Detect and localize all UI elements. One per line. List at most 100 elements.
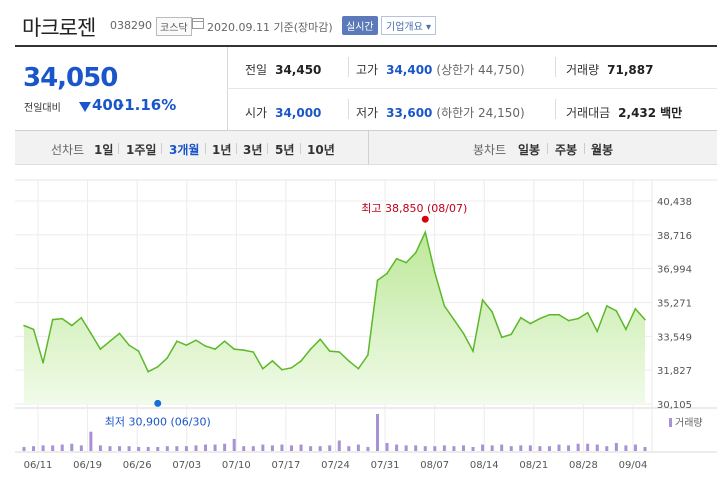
volume-bar bbox=[633, 444, 637, 451]
volume-bar bbox=[213, 444, 217, 451]
price-point bbox=[309, 348, 312, 350]
volume-bar bbox=[452, 446, 456, 451]
y-tick-label: 30,105 bbox=[657, 400, 692, 411]
price-point bbox=[338, 351, 341, 353]
price-point bbox=[195, 339, 197, 342]
x-tick-label: 08/21 bbox=[519, 460, 548, 471]
price-point bbox=[376, 279, 379, 282]
volume-bar bbox=[70, 443, 74, 451]
line-chart-label: 선차트 bbox=[51, 143, 85, 157]
price-point bbox=[586, 311, 589, 314]
volume-bar bbox=[270, 445, 274, 451]
price-point bbox=[32, 328, 35, 331]
tab-weekly-candle[interactable]: 주봉 bbox=[555, 143, 578, 157]
quote-panel: 34,050 전일대비 400 -1.16% 전일 34,450 고가 34,400… bbox=[15, 47, 717, 131]
tab-3y[interactable]: 3년 bbox=[243, 143, 263, 157]
volume-bar bbox=[404, 445, 408, 451]
price-point bbox=[567, 319, 570, 322]
stock-name: 마크로젠 bbox=[22, 16, 96, 40]
price-point bbox=[271, 360, 274, 362]
price-point bbox=[443, 305, 446, 307]
price-point bbox=[319, 338, 321, 341]
price-point bbox=[558, 313, 560, 316]
calendar-icon bbox=[192, 18, 204, 29]
change-value: 400 bbox=[92, 96, 124, 114]
price-point bbox=[242, 349, 245, 351]
price-point bbox=[70, 324, 73, 327]
price-point bbox=[625, 328, 627, 331]
volume-bar bbox=[309, 446, 313, 451]
tab-1w[interactable]: 1주일 bbox=[126, 143, 157, 157]
quote-row-divider bbox=[227, 88, 717, 89]
y-axis-labels: 40,438 38,716 36,994 35,271 33,549 31,827 30,1… bbox=[657, 197, 692, 411]
price-point bbox=[424, 231, 427, 233]
volume-bar bbox=[328, 445, 332, 451]
candle-chart-label: 봉차트 bbox=[473, 143, 507, 157]
price-point bbox=[367, 354, 369, 356]
tab-separator bbox=[547, 143, 548, 154]
price-point bbox=[204, 345, 207, 347]
tab-daily-candle[interactable]: 일봉 bbox=[518, 143, 541, 157]
volume-bar bbox=[22, 446, 26, 451]
price-point bbox=[185, 344, 188, 346]
x-tick-label: 07/17 bbox=[272, 460, 301, 471]
volume-bar bbox=[643, 446, 647, 451]
price-point bbox=[472, 350, 474, 352]
y-tick-label: 35,271 bbox=[657, 299, 692, 310]
tab-1d[interactable]: 1일 bbox=[94, 143, 114, 157]
price-point bbox=[156, 365, 159, 368]
volume-legend-swatch bbox=[669, 418, 672, 427]
price-point bbox=[577, 317, 579, 320]
tab-5y[interactable]: 5년 bbox=[275, 143, 295, 157]
volume-bar bbox=[232, 438, 236, 451]
volume-bar bbox=[89, 431, 93, 451]
realtime-button[interactable]: 실시간 bbox=[342, 16, 378, 35]
price-point bbox=[223, 340, 226, 343]
tab-separator bbox=[300, 143, 301, 154]
tab-monthly-candle[interactable]: 월봉 bbox=[591, 143, 614, 157]
price-area bbox=[24, 232, 645, 404]
volume-bar bbox=[146, 446, 150, 451]
price-point bbox=[500, 336, 503, 339]
tab-10y[interactable]: 10년 bbox=[307, 143, 335, 157]
x-tick-label: 07/24 bbox=[321, 460, 350, 471]
price-point bbox=[348, 360, 350, 362]
current-price: 34,050 bbox=[23, 63, 118, 93]
tab-separator bbox=[118, 143, 119, 154]
x-tick-label: 06/19 bbox=[73, 460, 102, 471]
x-tick-label: 08/07 bbox=[420, 460, 449, 471]
tab-3m[interactable]: 3개월 bbox=[169, 143, 200, 157]
volume-bar bbox=[433, 446, 437, 451]
price-point bbox=[61, 317, 64, 320]
tab-separator bbox=[236, 143, 237, 154]
volume-bar bbox=[528, 445, 532, 451]
volume-bar bbox=[586, 443, 590, 451]
volume-bar bbox=[79, 445, 83, 451]
tab-separator bbox=[205, 143, 206, 154]
volume: 거래량 71,887 bbox=[566, 63, 654, 77]
market-badge: 코스닥 bbox=[156, 17, 192, 36]
x-tick-label: 07/31 bbox=[371, 460, 400, 471]
volume-bar bbox=[137, 446, 141, 451]
price-point bbox=[118, 332, 121, 335]
price-point bbox=[539, 317, 541, 320]
price-point bbox=[434, 271, 436, 274]
price-point bbox=[328, 350, 331, 352]
y-tick-label: 31,827 bbox=[657, 366, 692, 377]
tab-separator bbox=[267, 143, 268, 154]
tab-1y[interactable]: 1년 bbox=[212, 143, 232, 157]
price-point bbox=[357, 367, 360, 370]
volume-bar bbox=[223, 443, 227, 451]
price-chart: 40,438 38,716 36,994 35,271 33,549 31,827 30,1… bbox=[15, 179, 717, 471]
volume-bar bbox=[318, 446, 322, 451]
quote-date: 2020.09.11 기준(장마감) bbox=[207, 21, 333, 34]
price-point bbox=[634, 308, 637, 310]
company-overview-dropdown[interactable]: 기업개요 ▾ bbox=[381, 16, 436, 35]
price-point bbox=[99, 348, 102, 350]
tab-separator bbox=[161, 143, 162, 154]
volume-bar bbox=[595, 444, 599, 451]
prev-close: 전일 34,450 bbox=[245, 63, 322, 77]
x-tick-label: 08/14 bbox=[470, 460, 499, 471]
price-point bbox=[481, 299, 484, 301]
volume-bar bbox=[127, 446, 131, 451]
